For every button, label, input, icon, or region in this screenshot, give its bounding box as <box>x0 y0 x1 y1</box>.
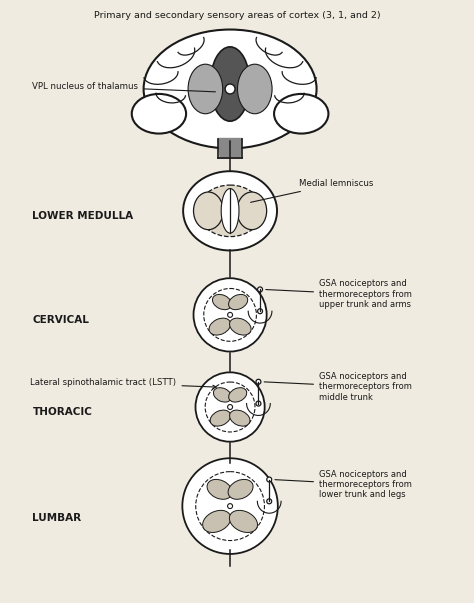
Ellipse shape <box>267 477 272 482</box>
Ellipse shape <box>203 510 231 532</box>
Ellipse shape <box>229 318 251 335</box>
Ellipse shape <box>228 479 253 499</box>
Ellipse shape <box>228 504 233 508</box>
Ellipse shape <box>210 410 230 426</box>
Ellipse shape <box>188 64 223 114</box>
Ellipse shape <box>132 94 186 133</box>
Ellipse shape <box>213 388 231 402</box>
Ellipse shape <box>228 405 233 409</box>
Text: THORACIC: THORACIC <box>32 407 92 417</box>
Text: GSA nociceptors and
thermoreceptors from
middle trunk: GSA nociceptors and thermoreceptors from… <box>264 372 412 402</box>
Polygon shape <box>218 139 242 159</box>
Ellipse shape <box>228 312 233 317</box>
Text: VPL nucleus of thalamus: VPL nucleus of thalamus <box>32 82 216 92</box>
Ellipse shape <box>209 318 231 335</box>
Text: CERVICAL: CERVICAL <box>32 315 89 325</box>
Ellipse shape <box>195 372 264 441</box>
Text: Medial lemniscus: Medial lemniscus <box>251 179 374 203</box>
Ellipse shape <box>257 287 263 292</box>
Ellipse shape <box>256 379 261 384</box>
Ellipse shape <box>267 499 272 504</box>
Ellipse shape <box>237 192 267 230</box>
Ellipse shape <box>228 388 247 402</box>
Ellipse shape <box>210 47 250 121</box>
Text: GSA nociceptors and
thermoreceptors from
upper trunk and arms: GSA nociceptors and thermoreceptors from… <box>266 279 412 309</box>
Ellipse shape <box>182 458 278 554</box>
Ellipse shape <box>229 510 257 532</box>
Ellipse shape <box>257 309 263 314</box>
Text: LOWER MEDULLA: LOWER MEDULLA <box>32 211 134 221</box>
Ellipse shape <box>221 189 239 233</box>
Ellipse shape <box>198 185 262 236</box>
Ellipse shape <box>212 294 232 310</box>
Ellipse shape <box>193 192 223 230</box>
Ellipse shape <box>228 294 248 310</box>
Ellipse shape <box>207 479 232 499</box>
Ellipse shape <box>225 84 235 94</box>
Text: GSA nociceptors and
thermoreceptors from
lower trunk and legs: GSA nociceptors and thermoreceptors from… <box>275 470 412 499</box>
Ellipse shape <box>274 94 328 133</box>
Text: LUMBAR: LUMBAR <box>32 513 82 523</box>
Ellipse shape <box>193 278 267 352</box>
Ellipse shape <box>144 30 317 148</box>
Ellipse shape <box>237 64 272 114</box>
Text: Lateral spinothalamic tract (LSTT): Lateral spinothalamic tract (LSTT) <box>30 378 216 388</box>
Ellipse shape <box>229 410 250 426</box>
Text: Primary and secondary sensory areas of cortex (3, 1, and 2): Primary and secondary sensory areas of c… <box>94 11 380 20</box>
Ellipse shape <box>183 171 277 250</box>
Ellipse shape <box>256 401 261 406</box>
